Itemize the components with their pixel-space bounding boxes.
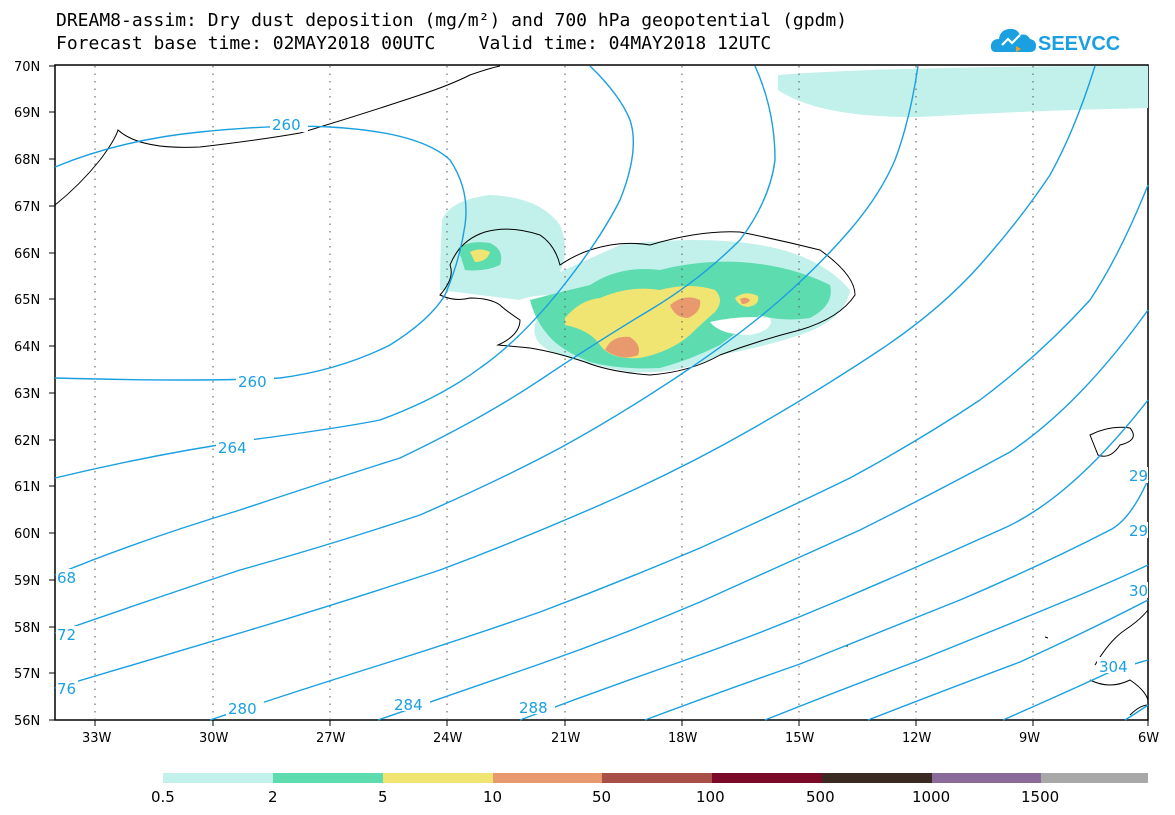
contour-label: 72 xyxy=(57,626,76,644)
lon-label: 27W xyxy=(316,731,346,746)
lat-label: 56N xyxy=(14,714,40,729)
legend-swatch xyxy=(712,773,822,783)
lon-label: 24W xyxy=(433,731,463,746)
contour-label: 29 xyxy=(1129,522,1148,540)
contour-label: 68 xyxy=(57,569,76,587)
lon-label: 9W xyxy=(1019,731,1040,746)
lon-label: 18W xyxy=(668,731,698,746)
seevccc-logo: SEEVCCC xyxy=(990,28,1120,55)
legend-label: 2 xyxy=(268,788,278,806)
legend-swatch xyxy=(163,773,273,783)
legend-label: 0.5 xyxy=(151,788,175,806)
legend-swatch xyxy=(493,773,602,783)
lat-label: 59N xyxy=(14,574,40,589)
map-frame xyxy=(54,64,1149,721)
legend-label: 5 xyxy=(378,788,388,806)
lon-label: 33W xyxy=(82,731,112,746)
lat-label: 58N xyxy=(14,621,40,636)
contour-label: 30 xyxy=(1129,582,1148,600)
legend-label: 50 xyxy=(592,788,611,806)
lon-label: 6W xyxy=(1138,731,1159,746)
contour-label: 288 xyxy=(519,699,548,717)
map-title: DREAM8-assim: Dry dust deposition (mg/m²… xyxy=(56,10,848,31)
lat-label: 69N xyxy=(14,106,40,121)
lat-label: 66N xyxy=(14,247,40,262)
legend-label: 500 xyxy=(806,788,835,806)
legend-swatch xyxy=(932,773,1041,783)
lat-label: 62N xyxy=(14,434,40,449)
legend-swatch xyxy=(383,773,493,783)
legend-swatch xyxy=(822,773,932,783)
legend-swatch xyxy=(602,773,712,783)
contour-label: 76 xyxy=(57,680,76,698)
lat-label: 61N xyxy=(14,480,40,495)
lat-label: 65N xyxy=(14,293,40,308)
contour-label: 264 xyxy=(218,439,247,457)
axis-ticks xyxy=(49,65,1149,726)
lon-label: 21W xyxy=(551,731,581,746)
legend-label: 100 xyxy=(696,788,725,806)
dust-deposition-field xyxy=(440,66,1148,373)
lat-label: 64N xyxy=(14,340,40,355)
lat-label: 67N xyxy=(14,200,40,215)
contour-labels: 260 260 264 68 72 76 280 284 288 29 29 3… xyxy=(56,116,1148,718)
logo-text: SEEVCCC xyxy=(1038,33,1120,55)
coastlines xyxy=(54,65,1149,716)
longitude-labels: 33W 30W 27W 24W 21W 18W 15W 12W 9W 6W xyxy=(82,731,1159,746)
color-legend: 0.5 2 5 10 50 100 500 1000 1500 xyxy=(151,773,1148,806)
contour-label: 260 xyxy=(238,373,267,391)
lat-label: 63N xyxy=(14,387,40,402)
lon-label: 15W xyxy=(785,731,815,746)
contour-label: 284 xyxy=(394,696,423,714)
geopotential-contours xyxy=(54,65,1149,721)
legend-label: 1000 xyxy=(912,788,950,806)
lon-label: 30W xyxy=(199,731,229,746)
lat-label: 57N xyxy=(14,667,40,682)
contour-label: 29 xyxy=(1129,467,1148,485)
map-subtitle: Forecast base time: 02MAY2018 00UTC Vali… xyxy=(56,33,772,54)
legend-swatch xyxy=(273,773,383,783)
legend-label: 1500 xyxy=(1021,788,1059,806)
contour-label: 304 xyxy=(1099,658,1128,676)
latitude-labels: 70N 69N 68N 67N 66N 65N 64N 63N 62N 61N … xyxy=(14,60,40,729)
contour-label: 260 xyxy=(272,116,301,134)
cloud-icon xyxy=(990,28,1036,52)
contour-label: 280 xyxy=(228,700,257,718)
legend-swatch xyxy=(1041,773,1148,783)
lat-label: 70N xyxy=(14,60,40,75)
lon-label: 12W xyxy=(902,731,932,746)
lat-label: 68N xyxy=(14,153,40,168)
legend-label: 10 xyxy=(483,788,502,806)
lat-label: 60N xyxy=(14,527,40,542)
